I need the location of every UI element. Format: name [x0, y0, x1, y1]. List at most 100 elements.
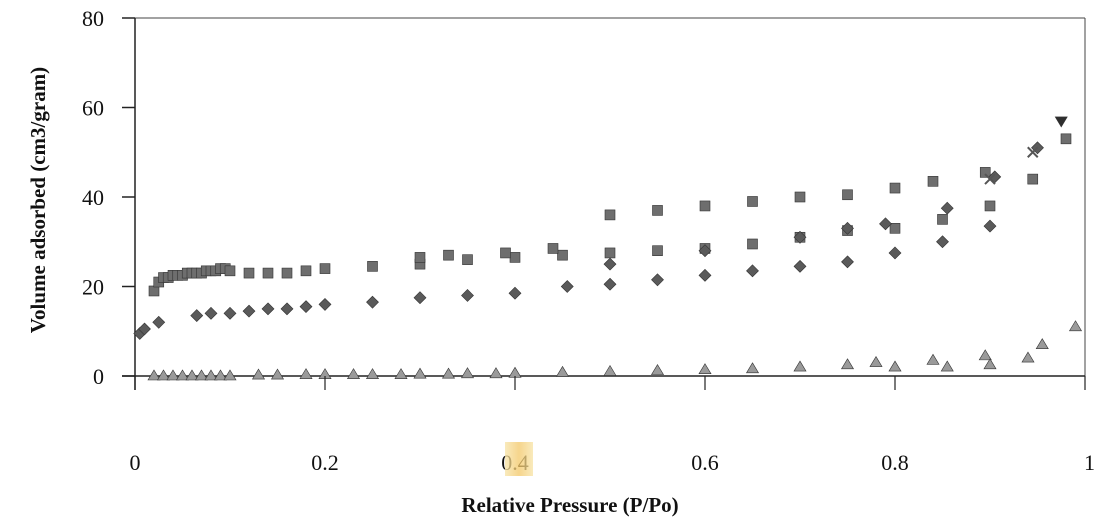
- data-point-square: [747, 238, 758, 250]
- data-point-square: [509, 252, 521, 263]
- data-point-diamond: [280, 302, 294, 316]
- data-point-triangle: [793, 360, 807, 372]
- data-point-diamond: [793, 230, 807, 244]
- data-point-square: [747, 196, 758, 207]
- data-point-triangle: [346, 368, 361, 379]
- data-point-diamond: [318, 297, 332, 311]
- data-point-square: [604, 209, 616, 221]
- data-point-square: [547, 243, 559, 254]
- data-point-square: [300, 265, 312, 277]
- x-axis-title: Relative Pressure (P/Po): [461, 493, 678, 517]
- data-point-diamond: [366, 295, 379, 309]
- data-point-triangle: [508, 366, 522, 378]
- data-point-triangle: [698, 363, 712, 375]
- data-point-triangle: [940, 360, 954, 372]
- data-point-triangle: [213, 369, 228, 381]
- data-point-diamond: [461, 289, 474, 302]
- data-point-diamond: [698, 244, 712, 258]
- data-point-triangle: [441, 367, 456, 379]
- data-point-triangle: [888, 360, 902, 372]
- data-point-square: [794, 191, 806, 203]
- data-point-square: [842, 189, 853, 201]
- data-point-diamond: [603, 257, 617, 271]
- y-tick-label: 60: [82, 96, 104, 121]
- data-point-diamond: [940, 201, 954, 215]
- data-point-diamond: [223, 306, 237, 320]
- data-point-diamond: [560, 280, 574, 293]
- data-point-triangle: [365, 368, 380, 379]
- data-point-diamond: [793, 259, 807, 273]
- watermark-stripe: [505, 442, 533, 476]
- data-point-triangle: [555, 365, 570, 377]
- data-point-triangle: [1068, 320, 1083, 332]
- x-tick-label: 0: [130, 450, 141, 475]
- data-point-diamond: [204, 306, 218, 320]
- x-tick-label: 0.6: [691, 450, 719, 475]
- data-point-diamond: [936, 235, 949, 249]
- data-point-triangle: [926, 353, 940, 365]
- data-point-square: [281, 267, 293, 279]
- data-point-diamond: [746, 264, 759, 278]
- plot-frame: [122, 17, 1086, 390]
- data-point-diamond: [603, 277, 617, 291]
- data-point-diamond: [841, 255, 854, 269]
- data-point-triangle: [204, 369, 218, 381]
- x-tick-label: 0.8: [881, 450, 909, 475]
- x-axis-ticks: 00.20.40.60.81: [130, 376, 1095, 475]
- data-point-diamond: [261, 302, 275, 316]
- data-point-triangle: [840, 358, 855, 370]
- data-point-square: [243, 267, 255, 279]
- data-point-square: [148, 285, 160, 297]
- data-point-square: [443, 249, 454, 261]
- data-point-square: [224, 265, 236, 277]
- data-point-triangle: [413, 367, 427, 379]
- data-point-square: [262, 267, 274, 279]
- data-point-triangle: [978, 349, 992, 361]
- data-point-triangle: [166, 369, 180, 381]
- data-point-diamond: [698, 268, 712, 282]
- data-point-square: [1027, 173, 1039, 185]
- data-point-square: [937, 214, 948, 225]
- y-tick-label: 40: [82, 185, 104, 210]
- data-point-triangle: [489, 367, 503, 379]
- data-markers: [133, 116, 1083, 381]
- data-point-square: [984, 200, 996, 212]
- data-point-diamond: [152, 315, 166, 329]
- data-point-diamond: [138, 322, 151, 336]
- data-point-triangle: [650, 364, 665, 375]
- data-point-triangle: [270, 368, 285, 380]
- data-point-square: [500, 247, 511, 259]
- data-point-square: [367, 261, 378, 272]
- data-point-square: [927, 176, 939, 187]
- data-point-square: [1060, 133, 1072, 145]
- data-point-triangle: [251, 368, 266, 380]
- data-point-diamond: [413, 291, 427, 305]
- data-point-diamond: [299, 300, 313, 314]
- y-tick-label: 80: [82, 6, 104, 31]
- x-tick-label: 1: [1084, 450, 1095, 475]
- data-point-triangle: [460, 367, 475, 379]
- data-point-diamond: [508, 286, 522, 300]
- data-point-triangle: [1035, 338, 1049, 349]
- data-point-square: [652, 245, 663, 256]
- y-tick-label: 20: [82, 275, 104, 300]
- data-point-square: [889, 223, 901, 234]
- data-point-square: [889, 182, 901, 194]
- data-point-diamond: [841, 221, 854, 235]
- data-point-cross: [1027, 146, 1039, 158]
- data-point-diamond: [190, 309, 204, 323]
- y-axis-title: Volume adsorbed (cm3/gram): [26, 67, 50, 333]
- data-point-diamond: [651, 273, 664, 287]
- data-point-triangle: [147, 369, 161, 381]
- data-point-square: [699, 200, 711, 212]
- data-point-triangle: [1021, 351, 1035, 363]
- data-point-square: [652, 205, 663, 216]
- data-point-square: [979, 167, 991, 178]
- data-point-diamond: [983, 219, 997, 233]
- data-point-triangle: [223, 369, 237, 381]
- data-point-square: [604, 247, 616, 259]
- y-axis-ticks: 0 20 40 60 80: [82, 6, 135, 389]
- data-point-square: [557, 249, 568, 261]
- data-point-triangle-down: [1054, 116, 1068, 128]
